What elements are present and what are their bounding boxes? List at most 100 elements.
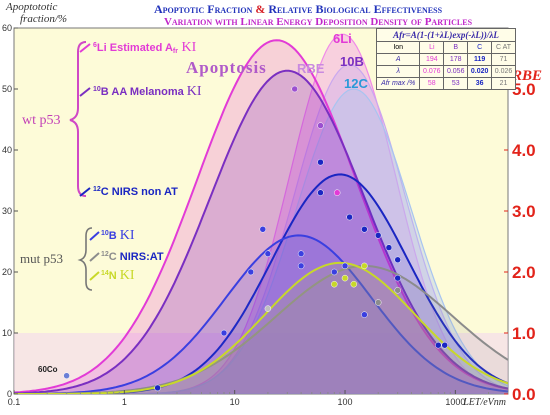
x-tick-label-0: 0.1 — [8, 397, 21, 407]
param-cell: 178 — [443, 53, 469, 66]
data-point-14 — [394, 256, 401, 264]
param-header-cell: B — [443, 41, 469, 54]
apoptosis-area-2 — [14, 174, 508, 394]
data-point-28 — [374, 299, 382, 306]
y-tick-label-0: 0 — [7, 389, 12, 399]
legend-marker-wt-0 — [79, 43, 91, 53]
apoptosis-area-3 — [14, 235, 508, 394]
apoptosis-curve-0 — [14, 39, 508, 394]
param-row-label: λ — [375, 65, 421, 78]
c-curve-label: 12C — [344, 76, 368, 91]
data-point-2 — [333, 189, 341, 196]
legend-mut-2: 14N KI — [101, 268, 135, 283]
apoptosis-curve-3 — [14, 234, 508, 394]
y2-tick-label-4: 4.0 — [512, 141, 536, 160]
y-tick-label-4: 40 — [2, 145, 12, 155]
data-point-22 — [331, 280, 338, 288]
param-row-label: Afr max /% — [375, 77, 421, 90]
param-cell: 53 — [443, 77, 469, 90]
x-tick-label-1: 1 — [122, 397, 127, 407]
apoptosis-area-5 — [14, 262, 508, 394]
param-cell: 0.026 — [491, 65, 516, 78]
legend-marker-mut-0 — [89, 231, 100, 241]
data-point-20 — [361, 262, 368, 270]
param-header-cell: C AT — [491, 41, 516, 54]
param-cell: 119 — [467, 53, 493, 66]
data-point-23 — [350, 280, 358, 288]
y2-axis-label: RBE — [511, 68, 542, 84]
data-point-12 — [297, 250, 305, 257]
data-point-10 — [264, 250, 272, 257]
data-point-0 — [291, 85, 298, 93]
legend-mut-0: 10B KI — [101, 228, 135, 243]
param-header-cell: Ion — [375, 41, 421, 54]
data-point-5 — [346, 213, 353, 221]
y-tick-label-2: 20 — [2, 267, 12, 277]
data-point-11 — [247, 268, 255, 276]
b-curve-label: 10B — [340, 54, 364, 69]
x-tick-label-3: 100 — [338, 397, 353, 407]
legend-marker-wt-2 — [79, 187, 91, 197]
parameter-table: Ion Li B C C AT A 194 178 119 71 λ 0.076 0.056 0.020 0… — [375, 41, 516, 90]
title-rbe: Relative Biological Effectiveness — [268, 2, 442, 16]
data-point-4 — [317, 189, 324, 196]
legend-wt-1: 10B AA Melanoma KI — [93, 84, 202, 99]
x-axis-label: LET/eVnm — [462, 397, 506, 408]
y-tick-label-3: 30 — [2, 206, 12, 216]
legend-wt-0: 6Li Estimated Afr KI — [93, 40, 197, 55]
param-cell: 194 — [419, 53, 445, 66]
apoptosis-label: Apoptosis — [186, 58, 267, 77]
param-row: λ 0.076 0.056 0.020 0.026 — [375, 65, 516, 78]
param-cell: 0.056 — [443, 65, 469, 78]
data-point-15 — [394, 274, 401, 282]
param-cell: 0.020 — [467, 65, 493, 78]
rbe-curve-2 — [14, 88, 508, 394]
param-row: Afr max /% 58 53 36 21 — [375, 77, 516, 90]
rbe-curve-1 — [14, 63, 508, 394]
title-ampersand: & — [252, 2, 268, 16]
param-cell: 36 — [467, 77, 493, 90]
apoptosis-area-0 — [14, 40, 508, 394]
y-axis-label-line2: fraction/% — [20, 13, 67, 25]
co-label: 60Co — [38, 365, 58, 374]
data-point-9 — [259, 226, 267, 233]
y2-tick-label-3: 3.0 — [512, 202, 536, 221]
legend-marker-wt-1 — [79, 87, 91, 97]
x-tick-label-4: 1000 — [445, 397, 465, 407]
data-point-19 — [341, 262, 349, 270]
mut-brace — [77, 227, 93, 291]
fit-equation: Afr=A(1-(1+λL)exp(-λL))/λL — [376, 28, 516, 41]
data-point-24 — [361, 311, 368, 318]
data-point-1 — [317, 122, 324, 129]
x-tick-label-2: 10 — [230, 397, 240, 407]
apoptosis-curve-5 — [14, 261, 508, 394]
param-row-label: A — [375, 53, 421, 66]
param-cell: 58 — [419, 77, 445, 90]
y2-tick-label-5: 5.0 — [512, 80, 536, 99]
param-row: A 194 178 119 71 — [375, 53, 516, 66]
y2-tick-label-1: 1.0 — [512, 324, 536, 343]
legend-marker-mut-1 — [89, 252, 100, 262]
mut-p53-label: mut p53 — [20, 251, 63, 266]
parameter-table-box: Afr=A(1-(1+λL)exp(-λL))/λL — [376, 28, 516, 41]
chart-title-line2: Variation with Linear Energy Deposition … — [164, 16, 473, 28]
data-point-26 — [154, 384, 161, 392]
data-point-21 — [341, 274, 349, 282]
param-header-cell: Li — [419, 41, 445, 54]
chart-title-line1: Apoptotic Fraction & Relative Biological… — [154, 2, 443, 16]
param-header-cell: C — [467, 41, 493, 54]
wt-brace — [69, 41, 87, 197]
y-tick-label-1: 10 — [2, 328, 12, 338]
legend-wt-2: 12C NIRS non AT — [93, 186, 178, 198]
data-point-30 — [264, 305, 272, 312]
param-cell: 71 — [491, 53, 516, 66]
apoptosis-curve-1 — [14, 69, 508, 394]
y-tick-label-6: 60 — [2, 23, 12, 33]
data-point-27 — [63, 372, 70, 379]
param-table-header: Ion Li B C C AT — [375, 41, 516, 54]
data-point-25 — [220, 329, 228, 337]
data-point-17 — [441, 341, 448, 349]
background-band — [14, 333, 508, 394]
data-point-18 — [331, 268, 338, 276]
